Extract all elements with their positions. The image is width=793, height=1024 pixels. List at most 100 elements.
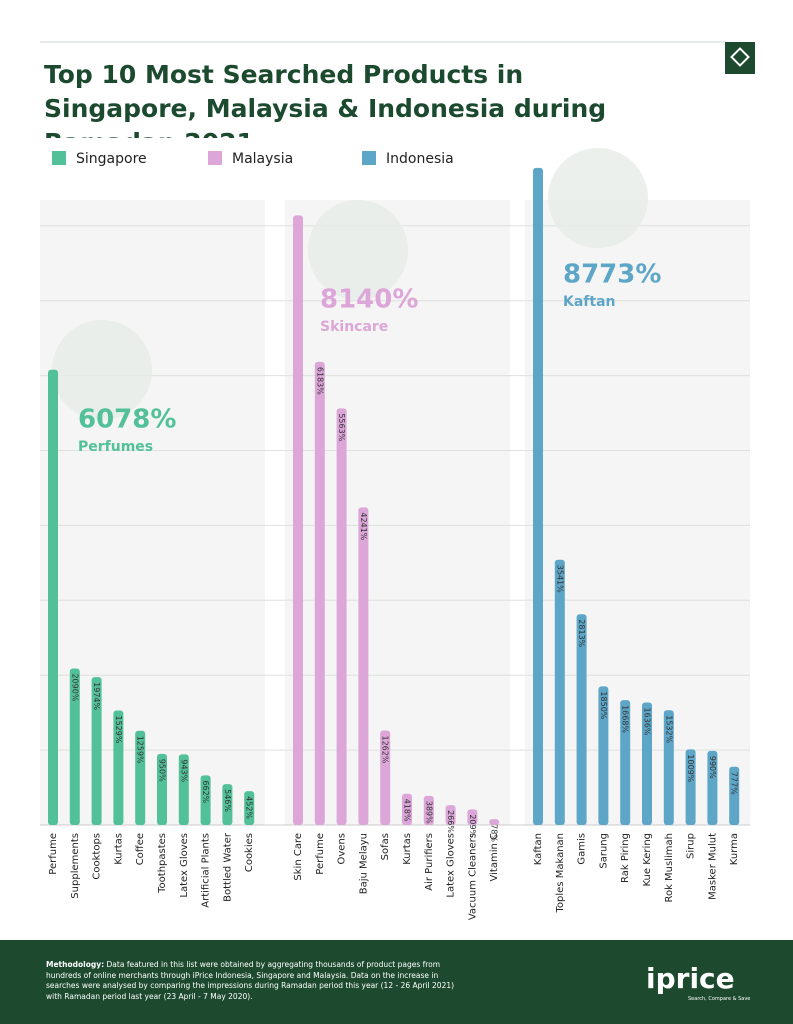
x-tick-label: Sofas: [380, 833, 391, 860]
x-tick-label: Kue Kering: [642, 833, 653, 887]
value-label: 4241%: [359, 512, 368, 540]
value-label: 266%: [446, 810, 455, 833]
x-tick-label: Vacuum Cleaners: [467, 833, 478, 920]
bar: [445, 805, 456, 825]
x-tick-label: Air Purifiers: [424, 833, 435, 891]
value-label: 78%: [490, 824, 499, 842]
bar: [467, 809, 478, 825]
bar: [200, 775, 211, 825]
value-label: 1009%: [686, 754, 695, 782]
x-tick-label: Kurtas: [113, 833, 124, 865]
bar: [222, 784, 233, 825]
value-label: 418%: [403, 799, 412, 822]
x-tick-label: Gamis: [577, 833, 588, 865]
logo-icon: [730, 47, 750, 67]
x-tick-label: Skin Care: [293, 833, 304, 881]
logo-badge: [725, 42, 755, 74]
x-tick-label: Artificial Plants: [201, 833, 212, 908]
value-label: 1636%: [643, 707, 652, 735]
legend-label: Malaysia: [232, 151, 293, 167]
bar: [489, 819, 500, 825]
bar: [293, 215, 303, 826]
x-tick-label: Cookies: [244, 833, 255, 872]
bar: [533, 167, 543, 826]
x-tick-label: Supplements: [70, 833, 81, 899]
value-label: 1532%: [664, 715, 673, 743]
product-image-bg: [52, 320, 152, 420]
brand: iprice: [646, 962, 735, 995]
bar: [620, 700, 631, 825]
bar: [642, 702, 652, 825]
x-tick-label: Toples Makanan: [555, 833, 566, 914]
bar: [685, 749, 696, 825]
legend-label: Singapore: [76, 151, 147, 167]
x-tick-label: Toothpastes: [157, 833, 168, 894]
bar: [314, 361, 325, 825]
x-tick-label: Coffee: [135, 833, 146, 865]
chart: Top 10 Most Searched Products in Singapo…: [40, 41, 755, 920]
value-label: 5563%: [337, 413, 346, 441]
value-label: 1259%: [136, 736, 145, 764]
x-tick-label: Sirup: [686, 833, 697, 859]
bar: [48, 369, 58, 825]
title-box: Top 10 Most Searched Products in Singapo…: [44, 60, 607, 138]
bar: [707, 750, 718, 825]
x-tick-label: Perfume: [315, 833, 326, 875]
value-label: 2813%: [577, 619, 586, 647]
bar: [113, 710, 124, 825]
x-tick-label: Kaftan: [533, 833, 544, 865]
value-label: 777%: [730, 772, 739, 795]
x-tick-label: Cooktops: [92, 833, 103, 880]
legend-label: Indonesia: [386, 151, 454, 167]
highlight-name: Kaftan: [563, 294, 616, 310]
highlight-value: 6078%: [78, 405, 176, 435]
chart-title: Top 10 Most Searched Products in Singapo…: [44, 60, 607, 138]
x-tick-label: Latex Gloves: [446, 833, 457, 898]
value-label: 1974%: [92, 682, 101, 710]
bar: [576, 614, 587, 825]
x-tick-label: Baju Melayu: [358, 833, 369, 894]
value-label: 943%: [179, 759, 188, 782]
bar: [69, 668, 80, 825]
tagline: Search, Compare & Save: [688, 996, 751, 1002]
bar: [91, 677, 102, 825]
value-label: 389%: [424, 801, 433, 824]
value-label: 452%: [245, 796, 254, 819]
highlight-value: 8140%: [320, 285, 418, 315]
value-label: 1529%: [114, 715, 123, 743]
value-label: 1850%: [599, 691, 608, 719]
bar: [663, 710, 674, 825]
value-label: 2090%: [70, 673, 79, 701]
x-tick-label: Kurtas: [402, 833, 413, 865]
x-tick-label: Rak Piring: [620, 833, 631, 883]
legend-swatch: [362, 151, 376, 165]
x-tick-label: Perfume: [48, 833, 59, 875]
bar: [244, 791, 255, 825]
value-label: 546%: [223, 789, 232, 812]
x-tick-label: Ovens: [337, 833, 348, 865]
x-tick-label: Bottled Water: [222, 832, 233, 902]
bar: [598, 686, 609, 825]
methodology-label: Methodology:: [46, 960, 105, 969]
x-tick-label: Sarung: [598, 833, 609, 869]
bar: [358, 507, 369, 825]
x-tick-label: Rok Muslimah: [664, 833, 675, 903]
x-tick-label: Latex Gloves: [179, 833, 190, 898]
value-label: 6183%: [315, 367, 324, 395]
value-label: 1668%: [621, 705, 630, 733]
highlight-name: Skincare: [320, 319, 388, 335]
value-label: 209%: [468, 814, 477, 837]
footer: Methodology: Data featured in this list …: [0, 940, 793, 1024]
x-tick-label: Kurma: [729, 833, 740, 865]
bar: [380, 730, 391, 825]
legend-swatch: [208, 151, 222, 165]
value-label: 662%: [201, 780, 210, 803]
product-image-bg: [308, 200, 408, 300]
bar: [402, 793, 412, 825]
bar: [178, 754, 189, 825]
bar: [135, 730, 146, 825]
x-tick-label: Masker Mulut: [707, 833, 718, 900]
bar: [729, 766, 740, 825]
value-label: 950%: [158, 759, 167, 782]
bar: [554, 559, 565, 825]
